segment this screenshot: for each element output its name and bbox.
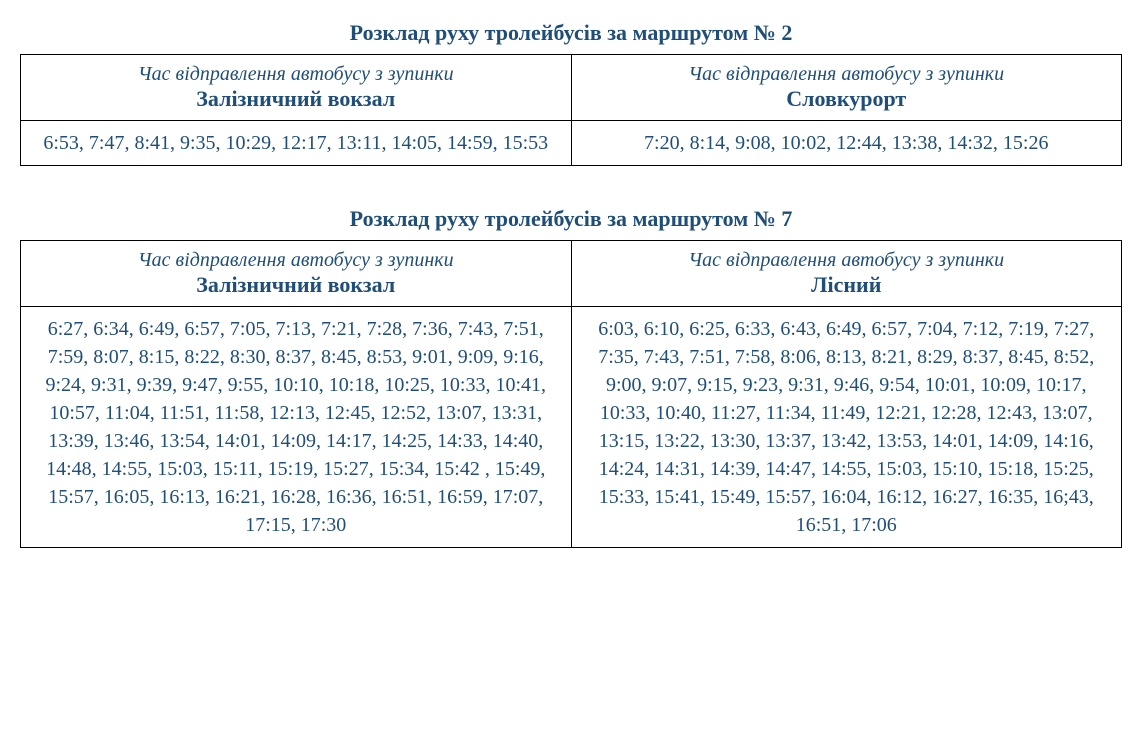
table-times-row: 6:53, 7:47, 8:41, 9:35, 10:29, 12:17, 13… (21, 121, 1122, 166)
header-location: Залізничний вокзал (33, 86, 559, 112)
schedule-route-7-title: Розклад руху тролейбусів за маршрутом № … (20, 206, 1122, 232)
header-location: Залізничний вокзал (33, 272, 559, 298)
header-subtitle: Час відправлення автобусу з зупинки (584, 249, 1110, 272)
table-times-row: 6:27, 6:34, 6:49, 6:57, 7:05, 7:13, 7:21… (21, 307, 1122, 548)
header-cell-right: Час відправлення автобусу з зупинки Слов… (571, 55, 1122, 121)
table-header-row: Час відправлення автобусу з зупинки Залі… (21, 55, 1122, 121)
schedule-route-7-table: Час відправлення автобусу з зупинки Залі… (20, 240, 1122, 548)
schedule-route-2-table: Час відправлення автобусу з зупинки Залі… (20, 54, 1122, 166)
header-cell-left: Час відправлення автобусу з зупинки Залі… (21, 55, 572, 121)
times-cell-right: 6:03, 6:10, 6:25, 6:33, 6:43, 6:49, 6:57… (571, 307, 1122, 548)
times-cell-left: 6:27, 6:34, 6:49, 6:57, 7:05, 7:13, 7:21… (21, 307, 572, 548)
header-location: Словкурорт (584, 86, 1110, 112)
times-cell-right: 7:20, 8:14, 9:08, 10:02, 12:44, 13:38, 1… (571, 121, 1122, 166)
header-cell-right: Час відправлення автобусу з зупинки Лісн… (571, 241, 1122, 307)
table-header-row: Час відправлення автобусу з зупинки Залі… (21, 241, 1122, 307)
header-subtitle: Час відправлення автобусу з зупинки (584, 63, 1110, 86)
schedule-route-2-title: Розклад руху тролейбусів за маршрутом № … (20, 20, 1122, 46)
header-subtitle: Час відправлення автобусу з зупинки (33, 63, 559, 86)
times-cell-left: 6:53, 7:47, 8:41, 9:35, 10:29, 12:17, 13… (21, 121, 572, 166)
header-cell-left: Час відправлення автобусу з зупинки Залі… (21, 241, 572, 307)
header-subtitle: Час відправлення автобусу з зупинки (33, 249, 559, 272)
header-location: Лісний (584, 272, 1110, 298)
